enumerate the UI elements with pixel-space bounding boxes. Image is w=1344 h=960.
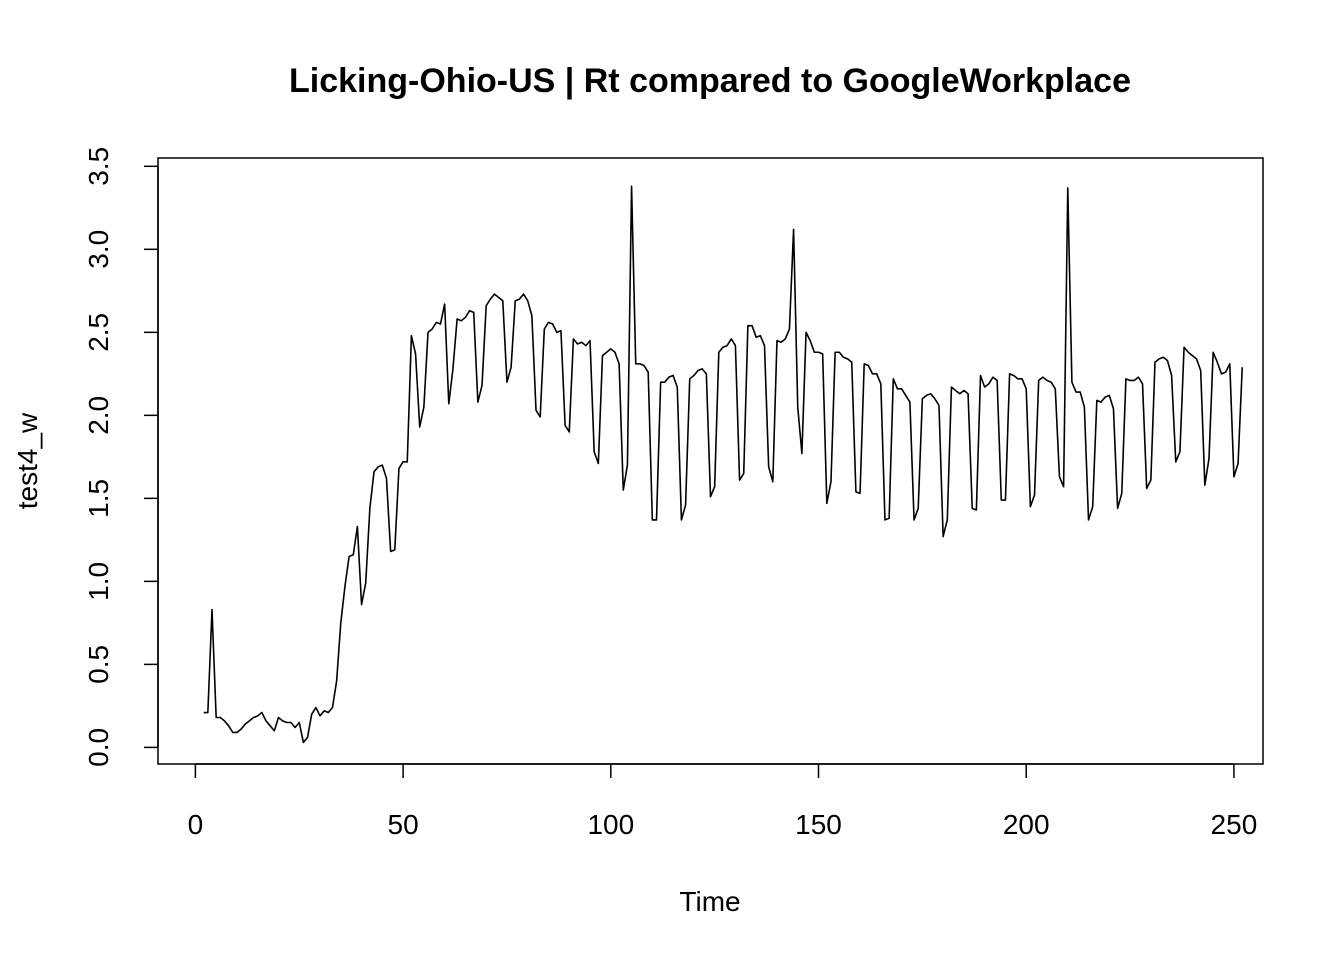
series-line bbox=[203, 185, 1244, 744]
x-axis-label: Time bbox=[679, 886, 740, 917]
x-tick-label: 100 bbox=[587, 809, 634, 840]
x-tick-label: 0 bbox=[188, 809, 204, 840]
y-tick-label: 0.0 bbox=[83, 728, 114, 767]
y-tick-label: 2.0 bbox=[83, 396, 114, 435]
x-tick-label: 250 bbox=[1211, 809, 1258, 840]
y-tick-label: 1.0 bbox=[83, 562, 114, 601]
x-tick-label: 200 bbox=[1003, 809, 1050, 840]
y-tick-label: 2.5 bbox=[83, 313, 114, 352]
y-tick-label: 3.5 bbox=[83, 147, 114, 186]
x-tick-label: 50 bbox=[388, 809, 419, 840]
x-tick-label: 150 bbox=[795, 809, 842, 840]
y-tick-label: 3.0 bbox=[83, 230, 114, 269]
chart-title: Licking-Ohio-US | Rt compared to GoogleW… bbox=[289, 62, 1131, 100]
x-axis: 0 50 100 150 200 250 bbox=[188, 763, 1258, 840]
y-axis-label: test4_w bbox=[12, 412, 43, 509]
y-tick-label: 0.5 bbox=[83, 645, 114, 684]
y-tick-label: 1.5 bbox=[83, 479, 114, 518]
y-axis: 0.0 0.5 1.0 1.5 2.0 2.5 3.0 3.5 bbox=[83, 147, 159, 767]
